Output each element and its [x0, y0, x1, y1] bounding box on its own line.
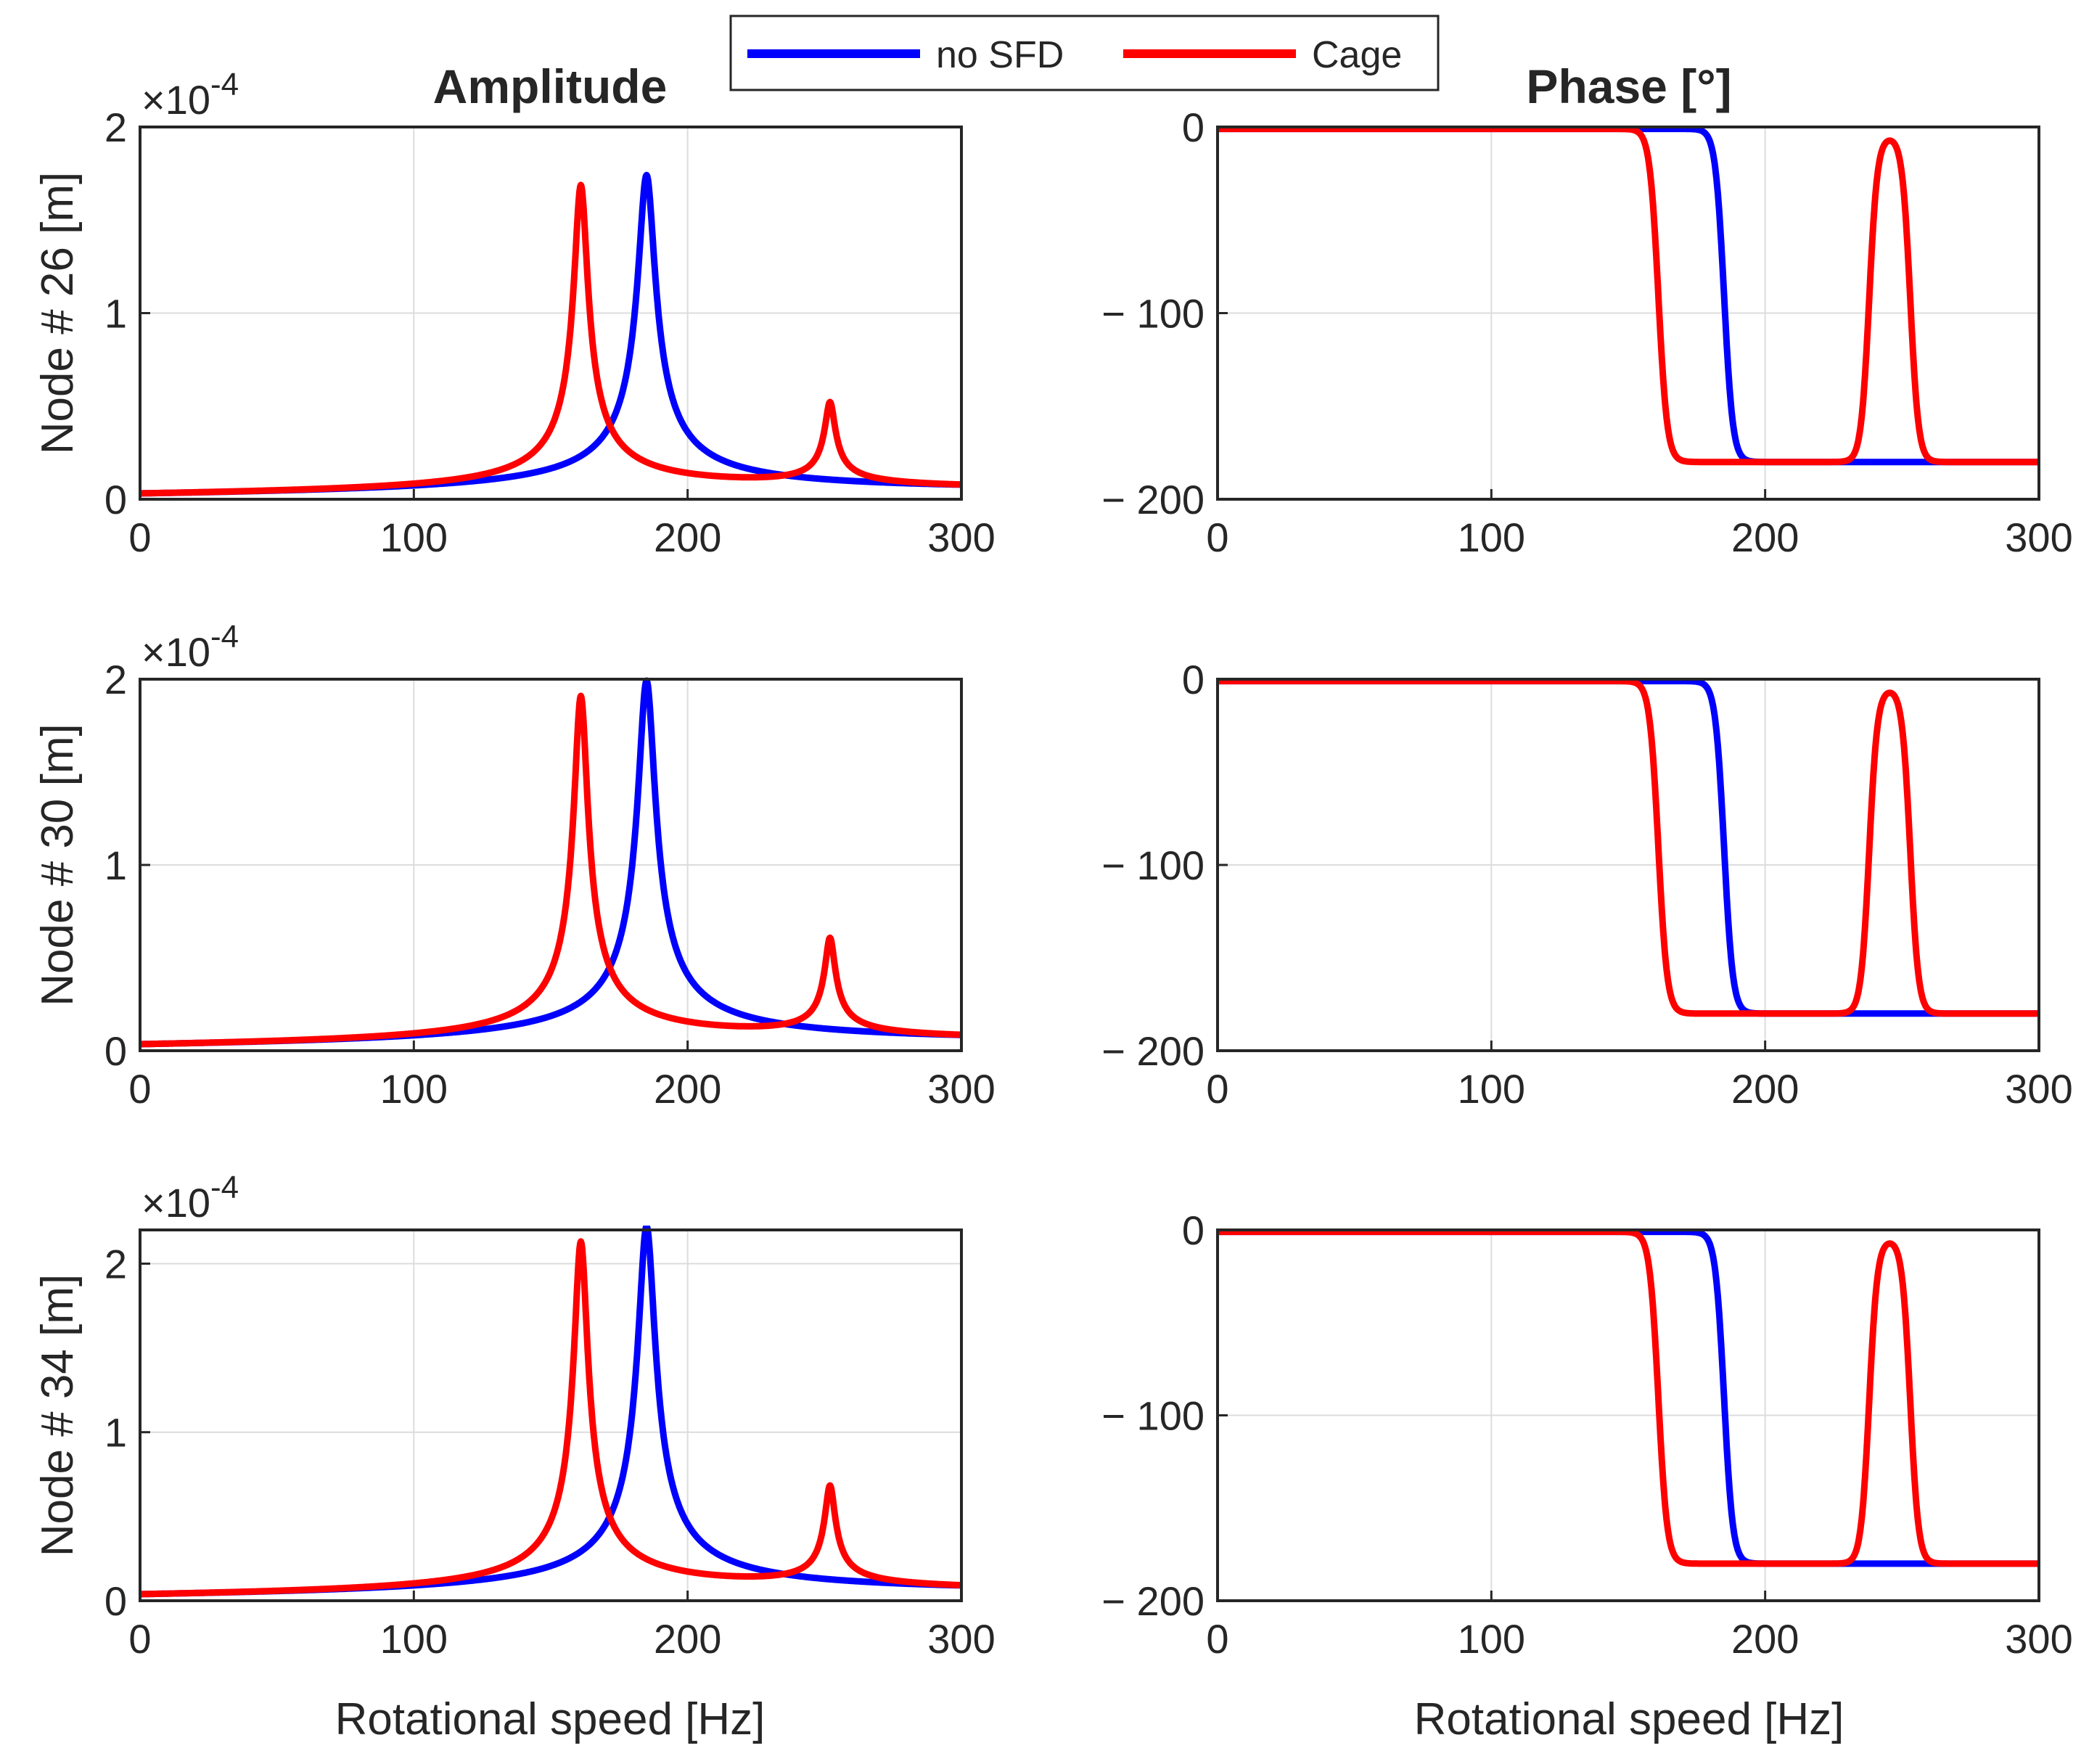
x-axis-label-right: Rotational speed [Hz] — [1414, 1694, 1844, 1744]
legend: no SFD Cage — [729, 15, 1440, 91]
y-tick-label: − 100 — [1101, 842, 1204, 888]
y-exponent-label: ×10-4 — [141, 67, 239, 123]
y-exponent-label: ×10-4 — [141, 1170, 239, 1226]
panel-phase-34: 0 100 200 300 0 − 100 − 200 — [1101, 1207, 2072, 1662]
y-tick-label: − 200 — [1101, 477, 1204, 522]
x-tick-label: 0 — [1206, 514, 1228, 560]
y-tick-label: 0 — [1182, 657, 1204, 702]
y-tick-label: − 200 — [1101, 1028, 1204, 1074]
phase-column-title: Phase [°] — [1526, 60, 1731, 113]
x-tick-label: 100 — [380, 1616, 448, 1662]
amplitude-column-title: Amplitude — [433, 60, 668, 113]
x-tick-label: 200 — [1731, 1066, 1799, 1112]
y-axis-label: Node # 30 [m] — [33, 723, 83, 1006]
x-tick-label: 100 — [1458, 514, 1525, 560]
panel-amp-34: 0 100 200 300 0 1 2 Node # 34 [m] ×10-4 — [33, 1170, 996, 1662]
y-tick-label: 2 — [104, 657, 127, 702]
y-axis-label: Node # 34 [m] — [33, 1274, 83, 1556]
x-tick-label: 300 — [927, 514, 995, 560]
y-tick-label: 0 — [104, 1578, 127, 1624]
panel-phase-30: 0 100 200 300 0 − 100 − 200 — [1101, 657, 2072, 1112]
x-tick-label: 100 — [380, 1066, 448, 1112]
y-exponent-label: ×10-4 — [141, 619, 239, 675]
x-tick-label: 0 — [128, 1616, 151, 1662]
x-tick-label: 0 — [128, 514, 151, 560]
x-tick-label: 300 — [2005, 1066, 2072, 1112]
legend-label-cage: Cage — [1312, 34, 1402, 76]
x-axis-label-left: Rotational speed [Hz] — [335, 1694, 766, 1744]
y-tick-label: 2 — [104, 1241, 127, 1287]
panel-phase-26: 0 100 200 300 0 − 100 − 200 — [1101, 104, 2072, 560]
x-tick-label: 300 — [2005, 514, 2072, 560]
y-tick-label: 1 — [104, 291, 127, 337]
legend-label-no-sfd: no SFD — [936, 34, 1064, 76]
x-tick-label: 0 — [1206, 1616, 1228, 1662]
x-tick-label: 0 — [128, 1066, 151, 1112]
x-tick-label: 200 — [654, 514, 721, 560]
y-tick-label: 0 — [1182, 1207, 1204, 1253]
y-tick-label: − 100 — [1101, 1393, 1204, 1439]
x-tick-label: 300 — [2005, 1616, 2072, 1662]
x-tick-label: 200 — [654, 1616, 721, 1662]
series-cage — [1218, 126, 2039, 466]
x-tick-label: 100 — [1458, 1616, 1525, 1662]
y-tick-label: 0 — [104, 1028, 127, 1074]
x-tick-label: 200 — [1731, 514, 1799, 560]
y-tick-label: 0 — [104, 477, 127, 522]
y-tick-label: − 200 — [1101, 1578, 1204, 1624]
axes-frame — [139, 1228, 963, 1602]
y-tick-label: 2 — [104, 104, 127, 150]
series-cage — [140, 1238, 961, 1598]
y-tick-label: − 100 — [1101, 291, 1204, 337]
x-tick-label: 200 — [1731, 1616, 1799, 1662]
x-tick-label: 300 — [927, 1066, 995, 1112]
x-tick-label: 300 — [927, 1616, 995, 1662]
y-axis-label: Node # 26 [m] — [33, 172, 83, 454]
series-cage — [140, 692, 961, 1048]
y-tick-label: 0 — [1182, 104, 1204, 150]
plot-area — [140, 1230, 961, 1601]
x-tick-label: 200 — [654, 1066, 721, 1112]
series-cage — [140, 181, 961, 497]
y-tick-label: 1 — [104, 1410, 127, 1456]
y-tick-label: 1 — [104, 842, 127, 888]
panel-amp-30: 0 100 200 300 0 1 2 Node # 30 [m] ×10-4 — [33, 619, 996, 1112]
panel-amp-26: 0 100 200 300 0 1 2 Node # 26 [m] ×10-4 — [33, 67, 996, 560]
series-cage — [1218, 678, 2039, 1017]
x-tick-label: 0 — [1206, 1066, 1228, 1112]
series-cage — [1218, 1228, 2039, 1567]
x-tick-label: 100 — [1458, 1066, 1525, 1112]
x-tick-label: 100 — [380, 514, 448, 560]
